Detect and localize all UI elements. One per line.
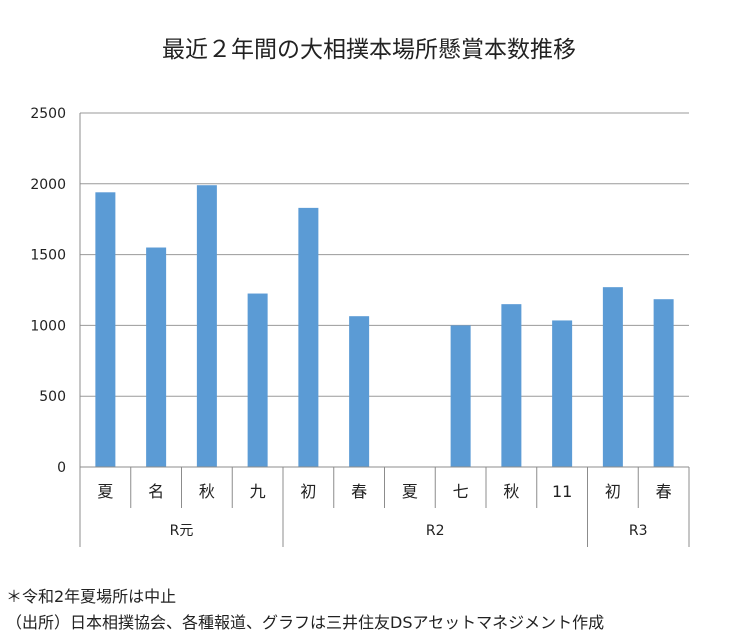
bar: [501, 304, 522, 467]
x-tick-label: 初: [605, 482, 621, 501]
x-tick-label: 春: [656, 482, 672, 501]
x-tick-label: 夏: [402, 482, 418, 501]
footnote-cancellation: ＊令和2年夏場所は中止: [6, 587, 177, 606]
bar: [95, 192, 116, 467]
bar: [196, 185, 217, 467]
bar: [146, 247, 167, 467]
x-tick-label: 夏: [97, 482, 113, 501]
bar: [602, 287, 623, 467]
y-tick-label: 1500: [30, 248, 66, 264]
bar: [450, 325, 471, 467]
y-tick-label: 2500: [30, 106, 66, 122]
group-label: R2: [426, 523, 445, 539]
bar: [247, 293, 268, 467]
group-label: R元: [170, 523, 194, 539]
y-tick-label: 0: [57, 460, 66, 476]
x-tick-label: 秋: [503, 482, 519, 501]
x-tick-label: 初: [300, 482, 316, 501]
label-layer: 0 500 1000 1500 2000 2500 R元 R2 R3 夏 名 秋 九 初 春 夏 七 秋 11 初 春: [30, 106, 671, 539]
y-tick-label: 2000: [30, 177, 66, 193]
chart-title: 最近２年間の大相撲本場所懸賞本数推移: [162, 37, 576, 63]
y-tick-label: 1000: [30, 318, 66, 334]
bar: [552, 320, 573, 467]
x-tick-label: 秋: [199, 482, 215, 501]
axis-layer: [79, 113, 690, 547]
x-tick-label: 11: [552, 482, 572, 501]
x-tick-label: 名: [148, 482, 164, 501]
y-tick-label: 500: [39, 389, 66, 405]
bar-chart: 0 500 1000 1500 2000 2500 R元 R2 R3 夏 名 秋 九 初 春 夏 七 秋 11 初 春: [30, 106, 690, 547]
group-label: R3: [629, 523, 648, 539]
bar-layer: [95, 185, 674, 467]
grid-layer: [80, 112, 689, 397]
footnote-source: （出所）日本相撲協会、各種報道、グラフは三井住友DSアセットマネジメント作成: [6, 613, 605, 632]
x-tick-label: 春: [351, 482, 367, 501]
x-tick-label: 七: [453, 482, 469, 501]
bar: [298, 207, 319, 467]
bar: [653, 299, 674, 467]
x-tick-label: 九: [250, 482, 266, 501]
bar: [349, 316, 370, 467]
